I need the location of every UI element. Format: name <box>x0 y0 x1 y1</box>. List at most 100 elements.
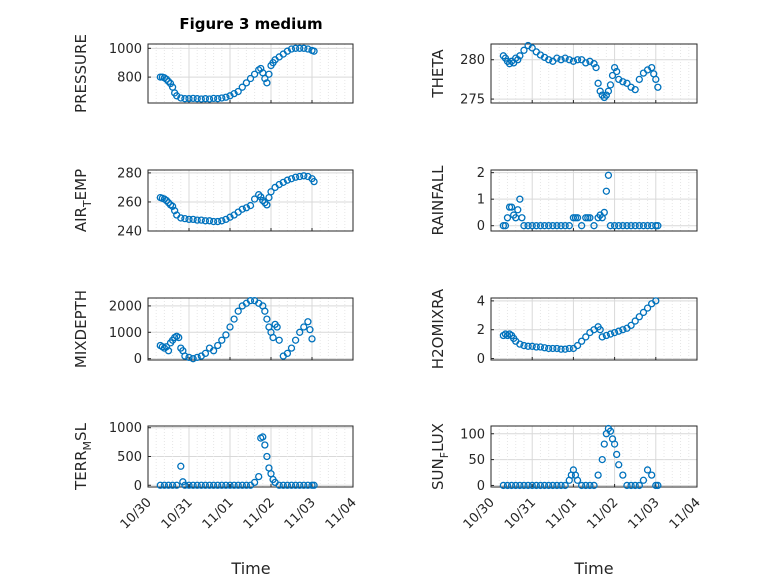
data-point-marker <box>582 59 590 67</box>
data-point-marker <box>654 83 662 91</box>
data-point-marker <box>201 217 210 225</box>
data-point-marker <box>197 481 205 489</box>
data-point-marker <box>300 172 308 180</box>
data-point-marker <box>263 201 271 209</box>
data-point-marker <box>168 202 177 210</box>
data-point-marker <box>177 462 185 470</box>
data-point-marker <box>283 47 292 55</box>
subplot-2: 275 280 THETA <box>429 41 698 108</box>
data-point-marker <box>619 222 627 230</box>
data-point-marker <box>246 296 255 305</box>
data-point-marker <box>639 222 648 230</box>
data-point-marker <box>214 341 222 350</box>
data-point-marker <box>524 481 532 490</box>
data-point-marker <box>615 222 623 230</box>
data-point-marker <box>287 481 296 489</box>
data-point-marker <box>557 56 565 64</box>
data-point-marker <box>518 214 526 222</box>
y-axis-label-subscript: F <box>438 452 451 458</box>
data-point-marker <box>553 222 561 230</box>
data-point-marker <box>222 331 230 339</box>
data-point-marker <box>185 353 193 362</box>
data-point-marker <box>524 342 532 350</box>
data-point-marker <box>259 433 267 441</box>
data-point-marker <box>549 222 557 230</box>
data-point-marker <box>643 466 652 474</box>
data-point-marker <box>528 222 536 230</box>
data-point-marker <box>257 193 265 201</box>
data-point-marker <box>573 214 582 222</box>
data-point-marker <box>226 481 234 489</box>
data-point-marker <box>536 343 545 351</box>
data-point-marker <box>613 450 621 459</box>
data-point-marker <box>652 75 660 84</box>
data-point-marker <box>648 63 656 72</box>
data-point-marker <box>549 344 557 353</box>
data-point-marker <box>234 481 242 489</box>
data-point-marker <box>602 91 611 99</box>
data-point-marker <box>536 222 545 230</box>
data-point-marker <box>234 307 242 315</box>
subplot-6: 0 2 4 H2OMIXRA <box>429 288 698 369</box>
data-point-marker <box>296 328 304 336</box>
data-point-marker <box>623 481 631 490</box>
data-point-marker <box>222 481 230 489</box>
data-point-marker <box>218 481 226 489</box>
data-point-marker <box>561 54 569 62</box>
data-point-marker <box>520 222 528 230</box>
y-tick-label: 0 <box>134 479 142 494</box>
data-point-marker <box>205 217 214 225</box>
data-point-marker <box>528 481 536 490</box>
data-point-marker <box>160 481 169 489</box>
data-point-marker <box>503 481 512 490</box>
data-point-marker <box>623 222 631 230</box>
data-point-marker <box>300 481 308 489</box>
data-point-marker <box>553 481 561 490</box>
x-tick-label: 11/03 <box>626 495 663 532</box>
data-point-marker <box>209 217 218 226</box>
data-point-marker <box>246 74 255 83</box>
data-point-marker <box>602 331 611 340</box>
data-point-marker <box>516 481 524 490</box>
data-point-marker <box>263 452 271 461</box>
data-point-marker <box>610 222 619 230</box>
data-point-marker <box>532 48 540 56</box>
y-axis-label: THETA <box>429 49 447 99</box>
data-point-marker <box>214 95 222 103</box>
y-tick-label: 280 <box>460 53 485 68</box>
data-point-marker <box>598 333 606 341</box>
data-point-marker <box>557 481 565 490</box>
data-point-marker <box>230 89 238 98</box>
axes-box <box>490 169 698 232</box>
x-tick-label: 10/30 <box>118 495 155 532</box>
x-tick-label: 11/04 <box>667 495 704 532</box>
data-point-marker <box>549 481 557 490</box>
data-point-marker <box>218 94 226 102</box>
data-point-marker <box>594 79 602 87</box>
data-point-marker <box>635 313 643 321</box>
data-point-marker <box>173 92 181 100</box>
data-point-marker <box>291 336 300 344</box>
data-point-marker <box>590 481 598 490</box>
data-point-marker <box>310 47 318 55</box>
data-point-marker <box>545 344 553 353</box>
data-point-marker <box>296 172 304 181</box>
data-point-marker <box>643 304 652 312</box>
data-point-marker <box>275 336 283 344</box>
data-point-marker <box>257 64 265 73</box>
data-point-marker <box>512 481 520 490</box>
data-point-marker <box>619 326 627 334</box>
data-point-marker <box>283 349 292 358</box>
data-point-marker <box>263 79 271 87</box>
data-point-marker <box>300 323 308 331</box>
data-point-marker <box>507 203 516 211</box>
data-point-marker <box>238 83 246 91</box>
y-tick-label: 1000 <box>109 421 142 436</box>
data-point-marker <box>610 328 619 337</box>
data-point-marker <box>177 214 185 222</box>
data-point-marker <box>291 481 300 489</box>
data-point-marker <box>561 481 569 490</box>
data-point-marker <box>592 63 600 72</box>
y-axis-label-rest: LUX <box>429 423 447 452</box>
data-point-marker <box>230 315 238 323</box>
